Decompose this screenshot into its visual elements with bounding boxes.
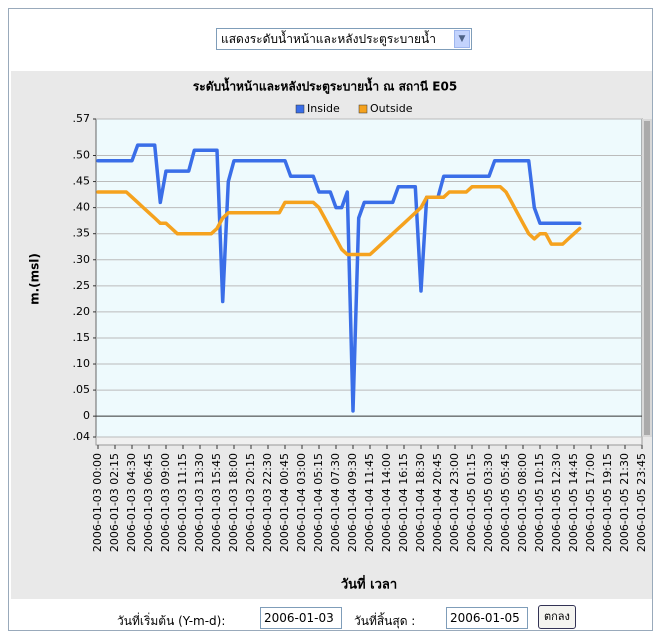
- x-tick-label: 2006-01-04 18:30: [414, 453, 427, 552]
- x-tick-label: 2006-01-03 18:00: [227, 453, 240, 552]
- legend-swatch: [295, 104, 305, 114]
- x-tick-label: 2006-01-04 05:15: [312, 453, 325, 552]
- y-tick-label: .45: [73, 175, 91, 188]
- plot-area: [95, 118, 643, 438]
- start-input[interactable]: 2006-01-03: [260, 607, 342, 629]
- submit-button[interactable]: ตกลง: [538, 605, 576, 629]
- legend-swatch: [358, 104, 368, 114]
- y-tick-label: .25: [73, 279, 91, 292]
- x-tick-label: 2006-01-03 04:30: [125, 453, 138, 552]
- end-input[interactable]: 2006-01-05: [446, 607, 528, 629]
- select-arrow[interactable]: ▼: [454, 30, 470, 48]
- y-tick-label: .50: [73, 148, 91, 161]
- y-tick-label: .40: [73, 201, 91, 214]
- x-tick-label: 2006-01-04 20:45: [431, 453, 444, 552]
- v-scroll-thumb[interactable]: [644, 121, 650, 435]
- x-tick-label: 2006-01-05 01:15: [465, 453, 478, 552]
- x-tick-label: 2006-01-04 14:00: [380, 453, 393, 552]
- x-tick-label: 2006-01-03 02:15: [108, 453, 121, 552]
- x-tick-label: 2006-01-05 14:45: [567, 453, 580, 552]
- x-tick-label: 2006-01-05 05:45: [499, 453, 512, 552]
- x-tick-label: 2006-01-04 11:45: [363, 453, 376, 552]
- y-tick-label: .04: [73, 430, 91, 443]
- x-tick-label: 2006-01-04 03:00: [295, 453, 308, 552]
- x-tick-label: 2006-01-05 23:45: [635, 453, 648, 552]
- y-tick-label: .05: [73, 383, 91, 396]
- chart: ระดับน้ำหน้าและหลังประตูระบายน้ำ ณ สถานี…: [11, 71, 652, 599]
- x-tick-label: 2006-01-03 06:45: [142, 453, 155, 552]
- h-scrollbar[interactable]: [95, 436, 643, 446]
- y-axis-label: m.(msl): [28, 253, 42, 305]
- legend-label: Inside: [307, 102, 340, 115]
- x-tick-label: 2006-01-05 19:15: [601, 453, 614, 552]
- x-tick-label: 2006-01-03 15:45: [210, 453, 223, 552]
- x-tick-label: 2006-01-03 13:30: [193, 453, 206, 552]
- series-line: [96, 143, 582, 413]
- chart-title: ระดับน้ำหน้าและหลังประตูระบายน้ำ ณ สถานี…: [193, 77, 457, 95]
- x-tick-label: 2006-01-05 03:30: [482, 453, 495, 552]
- x-axis-label: วันที่ เวลา: [341, 575, 397, 593]
- x-tick-label: 2006-01-03 20:15: [244, 453, 257, 552]
- x-tick-label: 2006-01-03 22:30: [261, 453, 274, 552]
- end-label: วันที่สิ้นสุด :: [354, 614, 416, 628]
- x-tick-label: 2006-01-04 16:15: [397, 453, 410, 552]
- x-tick-label: 2006-01-05 08:00: [516, 453, 529, 552]
- x-tick-label: 2006-01-03 11:15: [176, 453, 189, 552]
- page-frame: แสดงระดับน้ำหน้าและหลังประตูระบายน้ำ ▼ ระ…: [8, 8, 653, 631]
- x-tick-label: 2006-01-04 09:30: [346, 453, 359, 552]
- y-tick-label: .15: [73, 331, 91, 344]
- x-tick-label: 2006-01-05 10:15: [533, 453, 546, 552]
- x-tick-label: 2006-01-03 09:00: [159, 453, 172, 552]
- select-text: แสดงระดับน้ำหน้าและหลังประตูระบายน้ำ: [221, 32, 436, 46]
- x-tick-label: 2006-01-04 00:45: [278, 453, 291, 552]
- x-tick-label: 2006-01-04 07:30: [329, 453, 342, 552]
- legend-label: Outside: [370, 102, 413, 115]
- y-tick-label: 0: [83, 409, 90, 422]
- x-tick-label: 2006-01-04 23:00: [448, 453, 461, 552]
- x-tick-label: 2006-01-05 17:00: [584, 453, 597, 552]
- y-tick-label: .57: [73, 112, 91, 125]
- view-select[interactable]: แสดงระดับน้ำหน้าและหลังประตูระบายน้ำ ▼: [216, 28, 472, 50]
- x-tick-label: 2006-01-05 12:30: [550, 453, 563, 552]
- y-tick-label: .30: [73, 253, 91, 266]
- x-tick-label: 2006-01-03 00:00: [91, 453, 104, 552]
- y-tick-label: .20: [73, 305, 91, 318]
- x-tick-label: 2006-01-05 21:30: [618, 453, 631, 552]
- start-label: วันที่เริ่มต้น (Y-m-d):: [117, 614, 226, 628]
- series-line: [96, 185, 582, 257]
- y-tick-label: .10: [73, 357, 91, 370]
- y-tick-label: .35: [73, 227, 91, 240]
